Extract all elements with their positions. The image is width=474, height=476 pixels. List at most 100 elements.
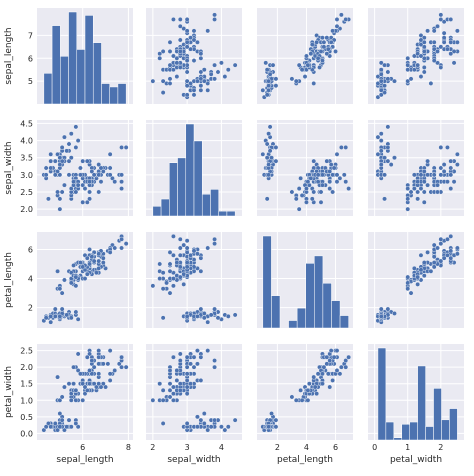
scatter-point-petal_length-vs-sepal_width-49 (195, 313, 200, 319)
scatter-point-petal_width-vs-petal_length-143 (331, 354, 337, 360)
y-tick-label-petal_width: 1.5 (20, 380, 33, 389)
scatter-point-sepal_width-vs-petal_length-109 (334, 151, 340, 157)
scatter-point-petal_width-vs-sepal_width-86 (188, 381, 193, 387)
scatter-point-petal_width-vs-petal_length-139 (324, 361, 330, 367)
scatter-point-petal_width-vs-petal_length-106 (311, 374, 317, 380)
scatter-point-sepal_length-vs-petal_length-146 (318, 49, 324, 54)
scatter-point-sepal_width-vs-petal_length-24 (273, 158, 279, 164)
scatter-point-sepal_length-vs-sepal_width-16 (215, 69, 221, 75)
scatter-point-petal_width-vs-sepal_width-48 (208, 424, 214, 430)
scatter-point-sepal_width-vs-sepal_length-87 (87, 196, 92, 202)
scatter-point-sepal_width-vs-petal_width-133 (421, 179, 427, 185)
scatter-point-petal_width-vs-sepal_width-145 (184, 354, 190, 360)
histogram-bar-sepal_length-4 (76, 49, 86, 105)
scatter-point-sepal_length-vs-petal_width-144 (454, 39, 460, 45)
scatter-point-sepal_length-vs-sepal_width-49 (195, 78, 200, 84)
scatter-point-petal_width-vs-sepal_width-92 (171, 391, 176, 397)
scatter-point-sepal_width-vs-sepal_length-15 (73, 124, 79, 130)
scatter-point-sepal_width-vs-sepal_length-133 (87, 179, 92, 185)
scatter-point-sepal_length-vs-petal_width-135 (448, 17, 454, 22)
scatter-point-sepal_width-vs-petal_length-138 (315, 172, 321, 178)
scatter-point-petal_length-vs-petal_width-130 (435, 245, 440, 251)
scatter-point-sepal_length-vs-sepal_width-34 (188, 81, 193, 86)
scatter-point-petal_length-vs-sepal_width-108 (167, 249, 173, 255)
y-tick-label-petal_length: 2 (28, 304, 33, 313)
scatter-point-sepal_length-vs-sepal_width-24 (198, 83, 204, 89)
scatter-point-petal_width-vs-sepal_width-45 (184, 421, 190, 426)
histogram-bar-sepal_length-1 (51, 25, 61, 105)
scatter-point-sepal_length-vs-sepal_width-109 (205, 28, 211, 34)
scatter-point-petal_width-vs-sepal_length-37 (55, 427, 60, 433)
scatter-point-sepal_width-vs-petal_length-117 (343, 145, 349, 150)
scatter-point-sepal_length-vs-petal_width-59 (418, 74, 424, 79)
scatter-point-sepal_length-vs-petal_width-49 (378, 78, 384, 84)
scatter-point-sepal_width-vs-sepal_length-34 (55, 169, 60, 174)
scatter-point-petal_length-vs-sepal_length-135 (119, 245, 124, 251)
scatter-point-sepal_width-vs-petal_length-62 (304, 199, 309, 205)
scatter-point-petal_width-vs-petal_length-109 (334, 348, 340, 354)
scatter-point-sepal_width-vs-petal_width-129 (425, 172, 430, 178)
scatter-point-sepal_length-vs-petal_width-14 (378, 60, 384, 66)
scatter-point-sepal_width-vs-sepal_length-149 (78, 172, 83, 178)
scatter-point-petal_length-vs-sepal_width-149 (184, 260, 190, 265)
histogram-bar-sepal_width-0 (152, 206, 162, 217)
y-tick-label-sepal_length: 6 (28, 54, 33, 63)
scatter-point-petal_width-vs-sepal_length-148 (84, 354, 90, 360)
scatter-point-petal_length-vs-sepal_length-139 (100, 255, 106, 261)
scatter-point-sepal_width-vs-petal_width-31 (385, 158, 391, 164)
histogram-bar-petal_width-6 (425, 426, 434, 441)
y-tick-label-petal_length: 6 (28, 245, 33, 254)
scatter-point-petal_width-vs-sepal_length-36 (68, 424, 74, 430)
scatter-point-petal_width-vs-sepal_width-124 (195, 361, 200, 367)
scatter-point-petal_width-vs-sepal_length-62 (80, 397, 86, 403)
scatter-point-petal_width-vs-sepal_width-83 (174, 378, 180, 383)
scatter-point-petal_length-vs-sepal_width-107 (181, 242, 187, 248)
scatter-point-sepal_length-vs-petal_length-86 (314, 39, 320, 45)
scatter-point-petal_width-vs-sepal_width-89 (167, 387, 173, 393)
scatter-point-petal_length-vs-sepal_length-98 (59, 290, 65, 296)
scatter-point-petal_length-vs-sepal_width-22 (205, 319, 211, 325)
histogram-bar-sepal_width-8 (218, 210, 228, 217)
scatter-point-petal_width-vs-sepal_length-114 (75, 351, 81, 357)
scatter-point-sepal_width-vs-sepal_length-41 (46, 196, 51, 202)
scatter-point-sepal_length-vs-sepal_width-38 (184, 92, 190, 98)
x-tick-label-sepal_length: 8 (126, 443, 131, 452)
scatter-point-sepal_width-vs-petal_length-122 (343, 179, 349, 185)
scatter-point-sepal_width-vs-petal_length-126 (315, 179, 321, 185)
scatter-point-petal_width-vs-sepal_width-23 (195, 414, 200, 420)
scatter-point-sepal_length-vs-petal_length-106 (311, 81, 317, 86)
scatter-point-petal_length-vs-petal_width-132 (445, 252, 450, 258)
scatter-point-sepal_length-vs-petal_width-134 (418, 53, 424, 59)
scatter-point-petal_length-vs-sepal_length-138 (80, 264, 86, 270)
scatter-point-petal_width-vs-sepal_length-131 (123, 364, 129, 370)
scatter-point-petal_length-vs-sepal_width-92 (171, 276, 176, 281)
scatter-point-sepal_length-vs-sepal_width-146 (167, 49, 173, 54)
scatter-point-sepal_length-vs-petal_width-147 (438, 44, 444, 50)
scatter-point-petal_width-vs-petal_length-137 (325, 371, 331, 377)
scatter-point-sepal_length-vs-sepal_width-121 (177, 65, 183, 70)
scatter-point-sepal_length-vs-petal_width-131 (438, 12, 444, 18)
scatter-point-sepal_width-vs-sepal_length-147 (91, 172, 97, 178)
scatter-point-sepal_width-vs-sepal_length-38 (43, 172, 49, 178)
scatter-point-sepal_length-vs-petal_width-48 (378, 71, 384, 77)
scatter-point-petal_width-vs-sepal_length-79 (73, 397, 79, 403)
scatter-point-sepal_length-vs-sepal_width-32 (222, 74, 228, 79)
scatter-point-sepal_width-vs-petal_width-117 (445, 145, 450, 150)
histogram-bar-petal_length-4 (296, 307, 306, 329)
scatter-point-petal_width-vs-sepal_width-40 (201, 421, 207, 426)
scatter-point-sepal_width-vs-petal_width-23 (388, 162, 394, 167)
scatter-point-sepal_width-vs-petal_width-44 (385, 145, 391, 150)
scatter-point-petal_length-vs-petal_width-137 (431, 254, 437, 260)
scatter-point-petal_width-vs-sepal_length-137 (89, 371, 95, 377)
scatter-point-petal_length-vs-petal_width-109 (454, 245, 460, 251)
scatter-point-petal_width-vs-sepal_width-139 (188, 361, 193, 367)
scatter-point-petal_width-vs-sepal_length-41 (46, 421, 51, 426)
scatter-point-petal_length-vs-petal_width-118 (448, 233, 454, 239)
scatter-point-sepal_length-vs-petal_width-41 (382, 90, 387, 95)
scatter-point-sepal_length-vs-petal_width-109 (454, 28, 460, 34)
histogram-bar-petal_width-2 (393, 437, 403, 441)
scatter-point-petal_length-vs-sepal_width-98 (167, 290, 173, 296)
scatter-point-sepal_length-vs-sepal_width-147 (184, 44, 190, 50)
scatter-point-petal_width-vs-sepal_length-129 (107, 378, 113, 383)
x-tick-label-petal_length: 6 (333, 443, 338, 452)
